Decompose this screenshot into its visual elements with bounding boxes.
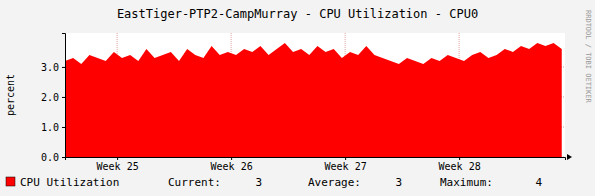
y-axis-title: percent	[5, 74, 16, 116]
y-tick-mark	[62, 97, 65, 98]
x-tick-mark	[345, 157, 346, 160]
x-axis-line	[66, 158, 566, 161]
stat-value: 4	[535, 176, 542, 189]
stat-label: Maximum:	[440, 176, 493, 189]
y-tick-label: 2.0	[41, 92, 59, 103]
background	[0, 0, 595, 196]
y-tick: 1.0	[41, 122, 65, 133]
x-tick-mark	[459, 157, 460, 160]
y-tick: 2.0	[41, 92, 65, 103]
y-axis-line	[62, 34, 66, 158]
x-tick: Week 25	[97, 157, 139, 172]
legend-label: CPU Utilization	[20, 176, 119, 189]
x-tick-label: Week 28	[439, 161, 481, 172]
x-axis-arrow	[567, 154, 572, 160]
y-tick-mark	[62, 127, 65, 128]
y-tick-label: 1.0	[41, 122, 59, 133]
x-tick-label: Week 27	[325, 161, 367, 172]
chart: Week 25 Week 26 Week 27 Week 28 0.0 1.0 2.0 3.0…	[0, 0, 595, 196]
title: EastTiger-PTP2-CampMurray - CPU Utilizat…	[117, 7, 478, 21]
y-tick: 3.0	[41, 62, 65, 73]
y-axis: 0.0 1.0 2.0 3.0	[41, 34, 66, 163]
x-tick-label: Week 26	[211, 161, 253, 172]
stat-label: Average:	[308, 176, 361, 189]
legend: CPU Utilization Current: 3 Average: 3 Maximum…	[6, 176, 542, 189]
y-tick-label: 3.0	[41, 62, 59, 73]
x-tick: Week 28	[439, 157, 481, 172]
x-tick-mark	[231, 157, 232, 160]
marks	[65, 43, 562, 157]
x-tick-mark	[117, 157, 118, 160]
y-tick: 0.0	[41, 152, 65, 163]
stat-value: 3	[395, 176, 402, 189]
x-tick: Week 26	[211, 157, 253, 172]
y-tick-label: 0.0	[41, 152, 59, 163]
grid	[65, 33, 565, 157]
legend-swatch	[6, 177, 15, 186]
plot-background	[65, 33, 565, 157]
x-tick-label: Week 25	[97, 161, 139, 172]
x-axis: Week 25 Week 26 Week 27 Week 28	[66, 157, 566, 172]
y-tick-mark	[62, 67, 65, 68]
y-tick-mark	[62, 157, 65, 158]
x-tick: Week 27	[325, 157, 367, 172]
watermark: RRDTOOL / TOBI OETIKER	[584, 10, 592, 104]
stat-value: 3	[255, 176, 262, 189]
area	[65, 43, 562, 157]
stat-label: Current:	[168, 176, 221, 189]
